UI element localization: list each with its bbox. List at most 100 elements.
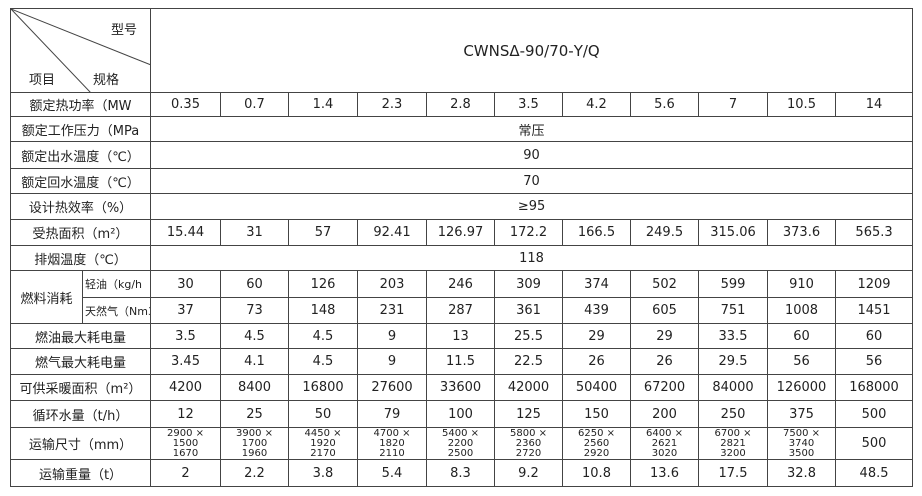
value-cell: 50400	[562, 374, 631, 401]
value-cell: 57	[288, 219, 358, 246]
value-cell: 2.8	[426, 92, 495, 117]
table-row: 运输重量（t） 2 2.2 3.8 5.4 8.3 9.2 10.8 13.6 17.5 32.8 4…	[10, 459, 914, 487]
value-cell: 9.2	[494, 459, 563, 487]
value-cell: 439	[562, 297, 631, 324]
value-cell: 3.8	[288, 459, 358, 487]
cell-line: 2110	[379, 448, 405, 459]
value-cell: 1.4	[288, 92, 358, 117]
value-cell: 10.8	[562, 459, 631, 487]
row-label: 额定出水温度（℃）	[10, 141, 151, 169]
value-cell: 5.4	[357, 459, 427, 487]
value-cell: 375	[767, 400, 836, 428]
value-cell: 42000	[494, 374, 563, 401]
value-cell: 29	[562, 323, 631, 349]
value-cell: 67200	[630, 374, 699, 401]
value-cell: 60	[767, 323, 836, 349]
table-row: 设计热效率（%） ≥95	[10, 193, 914, 220]
cell-line: 2170	[310, 448, 336, 459]
value-cell: 287	[426, 297, 495, 324]
value-cell: 3.5	[150, 323, 221, 349]
value-cell: 5.6	[630, 92, 699, 117]
row-label: 额定工作压力（MPa	[10, 116, 151, 142]
value-cell: 56	[834, 348, 914, 375]
cell-line: 1820	[379, 438, 405, 449]
value-cell: 84000	[698, 374, 768, 401]
table-row: 额定回水温度（℃） 70	[10, 168, 914, 194]
cell-lines: 5400 × 2200 2500	[428, 429, 494, 459]
cell-line: 2360	[515, 438, 542, 449]
span-value: 70	[149, 168, 914, 194]
value-cell: 1008	[767, 297, 836, 324]
row-label: 燃油最大耗电量	[10, 323, 151, 349]
cell-lines: 4700 × 1820 2110	[359, 428, 426, 459]
row-label: 循环水量（t/h）	[10, 400, 151, 428]
value-cell: 2900 × 1500 1670	[150, 427, 221, 460]
value-cell: 5800 × 2360 2720	[494, 427, 563, 460]
value-cell: 373.6	[767, 219, 836, 246]
cell-line: 1500	[172, 438, 199, 449]
corner-bottom: 项目	[29, 73, 56, 88]
value-cell: 1209	[834, 270, 914, 298]
table-row: 燃油最大耗电量 3.5 4.5 4.5 9 13 25.5 29 29 33.5 60 60	[10, 323, 914, 349]
group-label: 燃料消耗	[10, 270, 83, 324]
cell-line: 3020	[651, 448, 678, 459]
value-cell: 4.2	[562, 92, 631, 117]
row-label: 燃气最大耗电量	[10, 348, 151, 375]
span-value: 90	[149, 141, 914, 169]
cell-lines: 2900 × 1500 1670	[152, 429, 220, 459]
table-row: 循环水量（t/h） 12 25 50 79 100 125 150 200 250 375 500	[10, 400, 914, 428]
cell-line: 2621	[651, 438, 678, 449]
value-cell: 1451	[834, 297, 914, 324]
value-cell: 32.8	[767, 459, 836, 487]
value-cell: 605	[630, 297, 699, 324]
value-cell: 6700 × 2821 3200	[698, 427, 768, 460]
value-cell: 126	[288, 270, 358, 298]
value-cell: 9	[357, 323, 427, 349]
value-cell: 13	[426, 323, 495, 349]
value-cell: 910	[767, 270, 836, 298]
value-cell: 60	[834, 323, 914, 349]
value-cell: 16800	[288, 374, 358, 401]
value-cell: 2	[150, 459, 221, 487]
value-cell: 8.3	[426, 459, 495, 487]
value-cell: 27600	[357, 374, 427, 401]
table-row: 天然气（Nm3/h3773148231287361439605751100814…	[11, 297, 914, 324]
row-label: 额定热功率（MW	[10, 92, 151, 117]
cell-line: 6400 ×	[645, 428, 683, 439]
cell-line: 3500	[788, 448, 815, 459]
value-cell: 37	[150, 297, 221, 324]
value-cell: 25	[220, 400, 289, 428]
corner-cell: 型号 规格 项目	[10, 8, 151, 93]
value-cell: 502	[630, 270, 699, 298]
header-row: 型号 规格 项目 CWNSΔ-90/70-Y/Q	[10, 8, 914, 93]
value-cell: 168000	[834, 374, 914, 401]
value-cell: 7500 × 3740 3500	[767, 427, 836, 460]
value-cell: 26	[562, 348, 631, 375]
cell-line: 1960	[241, 448, 268, 459]
row-label: 受热面积（m²）	[10, 219, 151, 246]
value-cell: 25.5	[494, 323, 563, 349]
value-cell: 14	[834, 92, 914, 117]
value-cell: 500	[834, 427, 914, 460]
cell-line: 4700 ×	[373, 428, 411, 439]
value-cell: 56	[767, 348, 836, 375]
cell-lines: 4450 × 1920 2170	[290, 428, 357, 459]
value-cell: 150	[562, 400, 631, 428]
row-label: 排烟温度（℃）	[10, 245, 151, 271]
cell-line: 2821	[720, 438, 746, 449]
value-cell: 4.5	[288, 348, 358, 375]
value-cell: 26	[630, 348, 699, 375]
table-row: 燃料消耗 轻油（kg/h 30 60 126 203 246 309 374 502 599 910 1…	[10, 270, 914, 324]
value-cell: 4.5	[220, 323, 289, 349]
row-label: 运输尺寸（mm）	[10, 427, 151, 460]
value-cell: 17.5	[698, 459, 768, 487]
value-cell: 3.5	[494, 92, 563, 117]
value-cell: 172.2	[494, 219, 563, 246]
value-cell: 126000	[767, 374, 836, 401]
value-cell: 500	[834, 400, 914, 428]
cell-line: 4450 ×	[304, 428, 342, 439]
corner-diagonals	[11, 9, 150, 92]
cell-line: 2560	[583, 438, 610, 449]
table-row: 额定热功率（MW 0.35 0.7 1.4 2.3 2.8 3.5 4.2 5.6 7 10.5 14	[10, 92, 914, 117]
value-cell: 50	[288, 400, 358, 428]
